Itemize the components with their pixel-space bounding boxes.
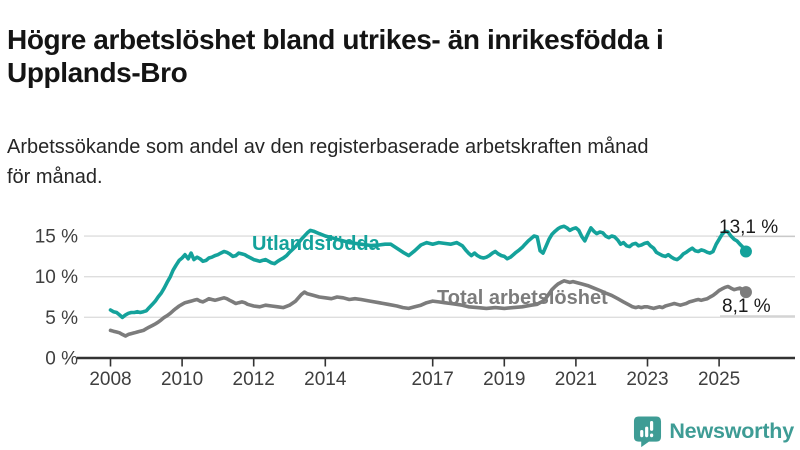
newsworthy-logo[interactable]: Newsworthy [633,414,794,448]
x-axis-label-2010: 2010 [161,369,203,390]
y-axis-label-0: 0 % [45,349,78,370]
series-end-value-0: 13,1 % [719,217,778,238]
x-axis-label-2021: 2021 [555,369,597,390]
series-end-dot-0 [739,245,752,258]
y-axis-label-5: 5 % [45,308,78,329]
chart-subtitle: Arbetssökande som andel av den registerb… [7,132,737,192]
bar-chart-speech-bubble-icon [634,416,662,447]
x-axis-label-2017: 2017 [412,369,454,390]
page-title-line-1: Högre arbetslöshet bland utrikes- än inr… [7,23,664,55]
page-title: Högre arbetslöshet bland utrikes- än inr… [7,23,797,89]
series-label-1: Total arbetslöshet [437,287,608,309]
chart-subtitle-line-1: Arbetssökande som andel av den registerb… [7,136,649,158]
page-title-line-2: Upplands-Bro [7,56,188,88]
y-axis-label-15: 15 % [35,227,78,248]
series-end-value-1: 8,1 % [722,296,771,317]
series-line-utlandsf-dda [108,224,748,320]
newsworthy-wordmark[interactable]: Newsworthy [669,418,794,443]
x-axis-label-2019: 2019 [483,369,525,390]
x-axis-label-2014: 2014 [304,369,347,390]
series-line-total-arbetsl-shet [108,278,748,338]
x-axis-label-2012: 2012 [233,369,275,390]
y-axis-label-10: 10 % [35,267,78,288]
x-axis-label-2008: 2008 [89,369,131,390]
series-label-0: Utlandsfödda [252,233,381,255]
chart-subtitle-line-2: för månad. [7,166,103,188]
x-axis-label-2023: 2023 [626,369,668,390]
series-end-dot-1 [739,286,752,299]
x-axis-label-2025: 2025 [698,369,740,390]
